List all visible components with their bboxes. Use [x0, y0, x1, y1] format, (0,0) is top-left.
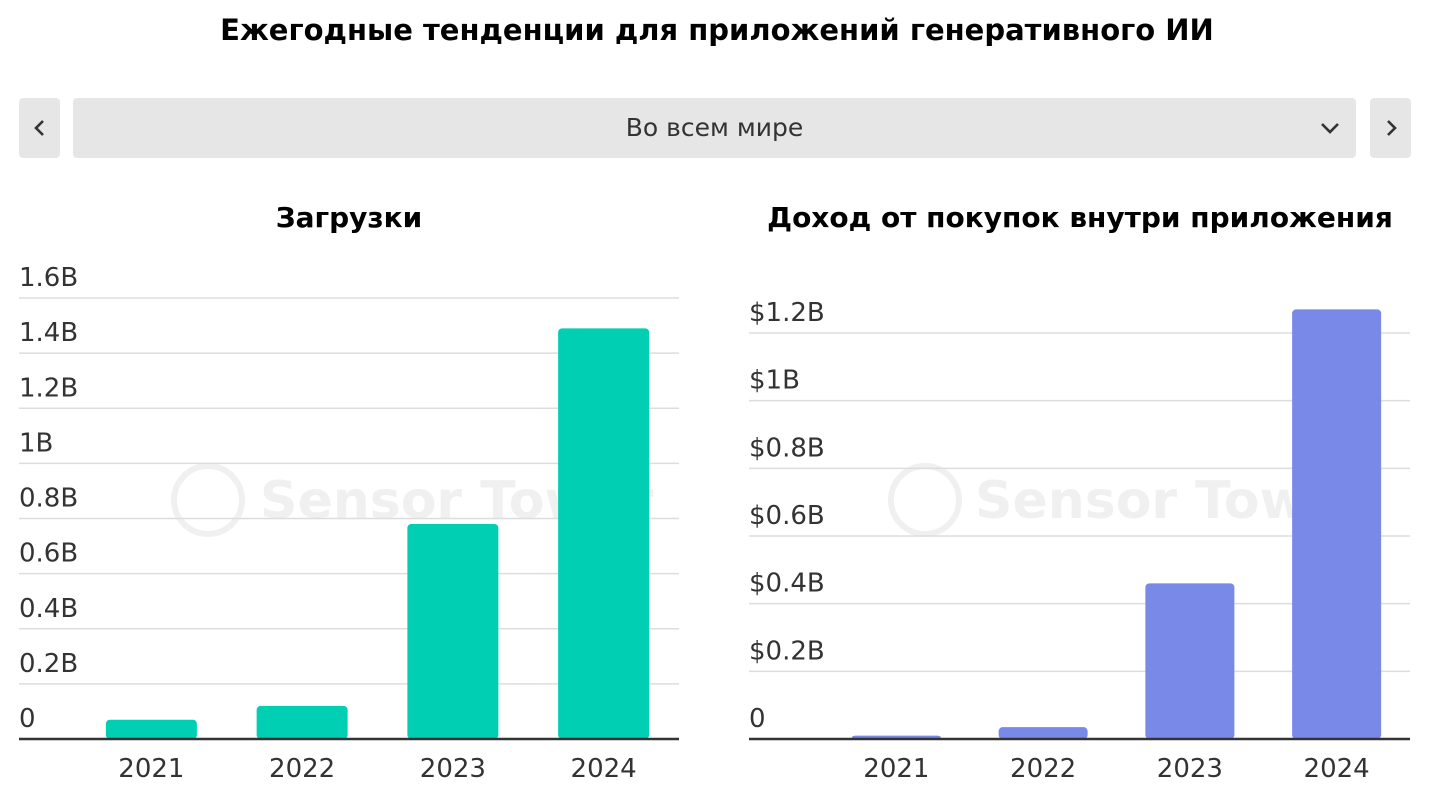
y-tick-label: 1.2B — [19, 373, 78, 403]
next-button[interactable] — [1370, 98, 1411, 158]
y-tick-label: 0 — [749, 704, 766, 734]
downloads-chart-title: Загрузки — [275, 201, 423, 234]
x-tick-label: 2024 — [1304, 754, 1370, 784]
bar-2023 — [407, 524, 499, 739]
previous-button[interactable] — [19, 98, 60, 158]
y-tick-label: 1.6B — [19, 263, 78, 293]
y-tick-label: $0.2B — [749, 636, 825, 666]
y-tick-label: 0.8B — [19, 484, 78, 514]
x-tick-label: 2023 — [1157, 754, 1223, 784]
y-tick-label: $1.2B — [749, 298, 825, 328]
x-tick-label: 2023 — [420, 754, 486, 784]
region-dropdown-value: Во всем мире — [625, 113, 804, 142]
bar-2024 — [1292, 309, 1382, 739]
y-tick-label: 1.4B — [19, 318, 78, 348]
bar-2022 — [256, 705, 348, 739]
y-tick-label: 0 — [19, 704, 36, 734]
y-tick-label: $0.6B — [749, 501, 825, 531]
y-tick-label: $0.8B — [749, 433, 825, 463]
chevron-right-icon — [1386, 120, 1397, 136]
bar-2022 — [998, 727, 1088, 739]
y-tick-label: 0.2B — [19, 649, 78, 679]
y-tick-label: $1B — [749, 366, 800, 396]
x-tick-label: 2021 — [863, 754, 929, 784]
x-tick-label: 2022 — [1010, 754, 1076, 784]
watermark-logo-icon — [171, 463, 245, 537]
bar-2024 — [558, 328, 650, 739]
page-title: Ежегодные тенденции для приложений генер… — [220, 13, 1214, 47]
y-tick-label: 0.6B — [19, 539, 78, 569]
revenue-chart-title: Доход от покупок внутри приложения — [767, 201, 1393, 234]
bar-2023 — [1145, 583, 1235, 739]
bar-2021 — [105, 719, 197, 739]
watermark-logo-icon — [888, 463, 962, 537]
x-tick-label: 2021 — [118, 754, 184, 784]
chevron-left-icon — [33, 120, 44, 136]
chevron-down-icon — [1321, 123, 1339, 134]
y-tick-label: 0.4B — [19, 594, 78, 624]
y-tick-label: $0.4B — [749, 569, 825, 599]
x-tick-label: 2022 — [269, 754, 335, 784]
y-tick-label: 1B — [19, 428, 53, 458]
region-dropdown[interactable]: Во всем мире — [73, 98, 1356, 158]
x-tick-label: 2024 — [571, 754, 637, 784]
